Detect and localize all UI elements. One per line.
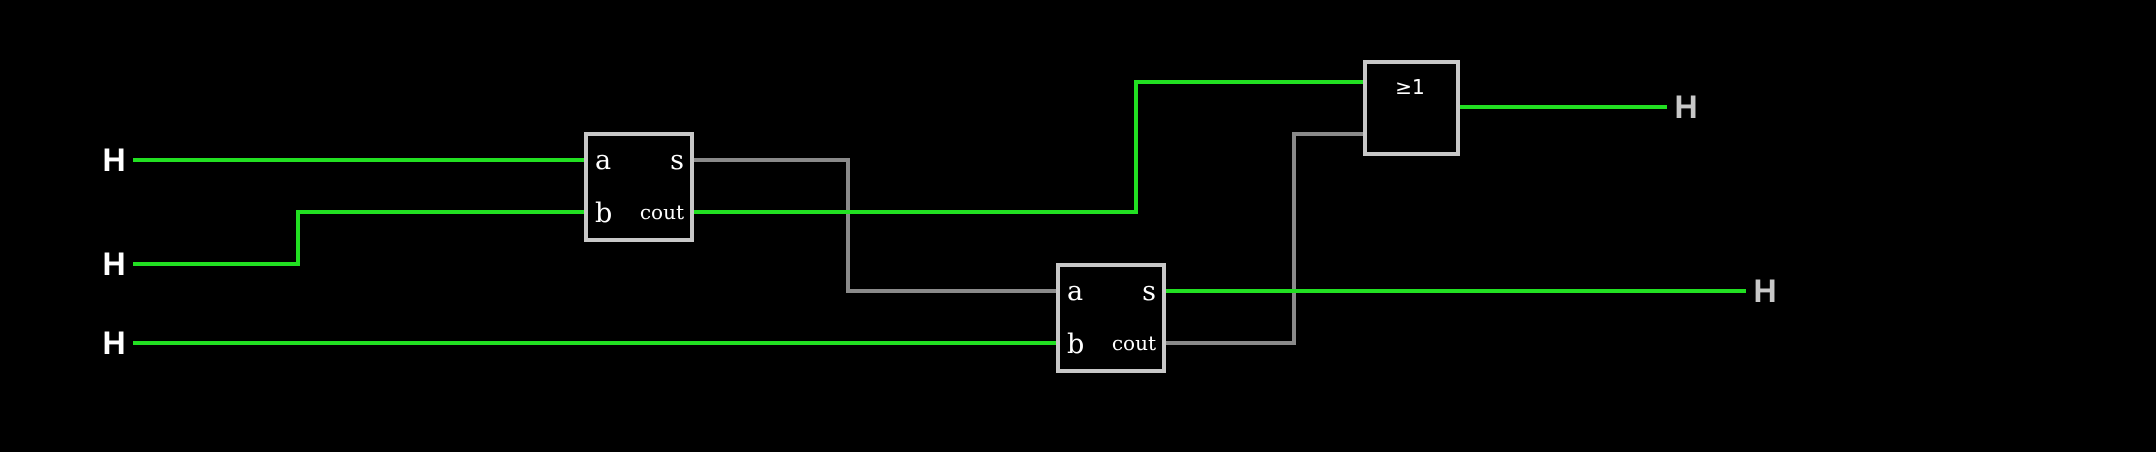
half-adder-2[interactable]: a b s cout	[1056, 263, 1166, 373]
wire-input-2-to-adder-1-b	[133, 210, 586, 266]
half-adder-1[interactable]: a b s cout	[584, 132, 694, 242]
half-adder-1-pin-s: s	[670, 145, 684, 176]
output-1-label: H	[1674, 89, 1697, 125]
wire-adder-1-cout-to-or-gate	[692, 80, 1365, 214]
input-3-label[interactable]: H	[102, 325, 125, 361]
half-adder-1-pin-b: b	[595, 198, 612, 229]
input-1-label[interactable]: H	[102, 142, 125, 178]
half-adder-2-pin-b: b	[1067, 329, 1084, 360]
output-2-label: H	[1753, 273, 1776, 309]
half-adder-2-body	[1056, 263, 1166, 373]
half-adder-1-pin-a: a	[595, 145, 611, 176]
inputs: H H H	[102, 142, 125, 361]
half-adder-1-pin-cout: cout	[640, 200, 684, 224]
or-gate-symbol: ≥1	[1395, 75, 1424, 99]
input-2-label[interactable]: H	[102, 246, 125, 282]
or-gate[interactable]: ≥1	[1363, 60, 1460, 156]
wires	[133, 80, 1746, 345]
wire-adder-2-cout-to-or-gate	[1164, 132, 1365, 345]
half-adder-2-pin-cout: cout	[1112, 331, 1156, 355]
or-gate-body	[1363, 60, 1460, 156]
half-adder-2-pin-a: a	[1067, 276, 1083, 307]
half-adder-2-pin-s: s	[1142, 276, 1156, 307]
wire-adder-1-s-to-adder-2-a	[692, 158, 1058, 293]
half-adder-1-body	[584, 132, 694, 242]
outputs: H H	[1674, 89, 1776, 309]
